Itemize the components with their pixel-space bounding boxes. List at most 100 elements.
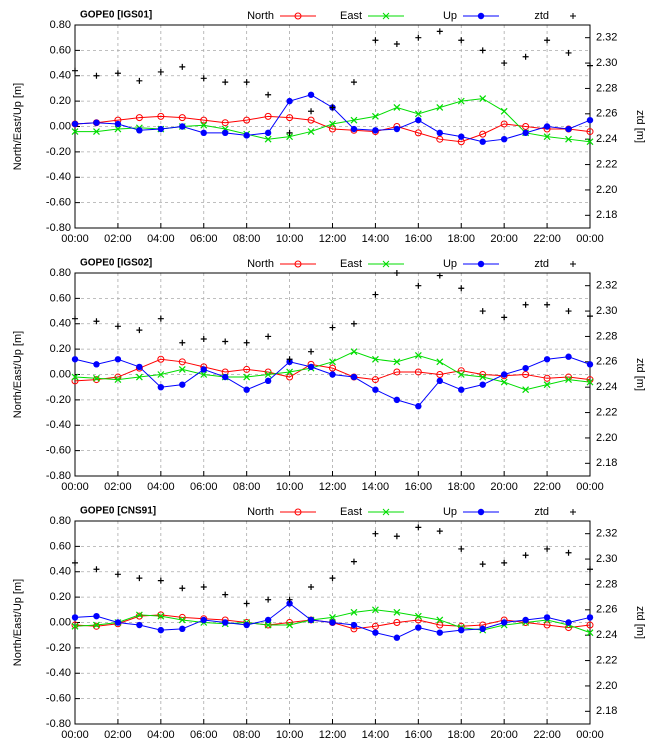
marker (565, 353, 572, 360)
legend-label: Up (443, 258, 457, 270)
marker (136, 127, 143, 134)
marker (93, 621, 100, 629)
x-tick-label: 14:00 (362, 729, 390, 738)
marker (157, 68, 164, 75)
marker (350, 125, 358, 133)
marker (308, 583, 315, 590)
y-tick-label: -0.80 (46, 470, 71, 482)
marker (93, 318, 100, 325)
marker (458, 386, 465, 393)
marker (93, 128, 100, 135)
marker (136, 327, 143, 334)
legend-marker (477, 12, 485, 20)
marker (350, 116, 358, 124)
marker (393, 396, 401, 404)
series (71, 353, 594, 410)
y-tick-label: 0.80 (50, 19, 71, 31)
legend-marker (570, 509, 576, 515)
marker (307, 128, 315, 135)
marker (586, 128, 594, 136)
marker (587, 313, 593, 320)
legend-label: East (340, 258, 362, 270)
marker (329, 120, 336, 128)
marker (544, 545, 551, 552)
y-tick-label: -0.20 (46, 394, 71, 406)
marker (457, 371, 465, 378)
marker (522, 301, 529, 308)
marker (71, 356, 79, 363)
marker (479, 95, 487, 103)
marker (200, 121, 208, 129)
marker (265, 91, 272, 98)
legend-label: East (340, 10, 362, 22)
marker (500, 107, 508, 115)
marker (393, 41, 400, 48)
marker (543, 614, 551, 621)
marker (243, 373, 251, 381)
x-tick-label: 00:00 (576, 233, 604, 245)
y-tick-label: 0.80 (50, 515, 71, 527)
y2-tick-label: 2.18 (596, 209, 617, 221)
marker (114, 125, 122, 133)
marker (436, 629, 443, 636)
x-tick-label: 12:00 (319, 481, 347, 493)
marker (92, 376, 100, 384)
marker (308, 348, 315, 355)
marker (243, 621, 250, 629)
marker (350, 558, 357, 565)
legend-marker (382, 12, 390, 20)
legend-marker (570, 261, 576, 267)
marker (393, 104, 401, 111)
y-tick-label: 0.40 (50, 566, 71, 578)
marker (522, 123, 530, 130)
marker (543, 621, 551, 629)
marker (372, 530, 379, 537)
marker (479, 381, 486, 388)
y2-axis-label: ztd [m] (634, 358, 646, 391)
y-tick-label: 0.40 (50, 70, 71, 82)
series (71, 348, 594, 394)
chart-title: GOPE0 [CNS91] (80, 506, 156, 517)
y2-tick-label: 2.32 (596, 32, 617, 44)
y2-tick-label: 2.22 (596, 158, 617, 170)
marker (543, 356, 551, 363)
marker (436, 621, 444, 629)
marker (565, 49, 572, 56)
marker (543, 133, 551, 141)
marker (586, 378, 594, 386)
marker (243, 386, 250, 393)
y-tick-label: 0.20 (50, 343, 71, 355)
marker (72, 67, 78, 74)
chart-title: GOPE0 [IGS02] (80, 258, 152, 269)
marker (286, 373, 294, 381)
marker (264, 112, 272, 120)
marker (393, 619, 401, 626)
marker (157, 315, 164, 322)
marker (243, 339, 250, 346)
marker (222, 338, 229, 345)
marker (179, 625, 186, 633)
series (72, 524, 593, 607)
marker (436, 135, 444, 143)
legend-marker (570, 13, 576, 19)
marker (501, 314, 508, 321)
y2-tick-label: 2.28 (596, 82, 617, 94)
marker (372, 291, 379, 298)
marker (157, 612, 165, 620)
y2-tick-label: 2.30 (596, 305, 617, 317)
marker (414, 368, 422, 376)
marker (350, 320, 357, 327)
marker (307, 363, 315, 371)
marker (415, 403, 422, 410)
marker (114, 571, 121, 578)
y-tick-label: -0.20 (46, 146, 71, 158)
marker (372, 386, 379, 393)
marker (157, 626, 165, 634)
legend-marker (294, 12, 302, 20)
panel: 00:00 02:00 04:00 06:00 08:00 10:00 12:00 14:00… (12, 506, 646, 738)
marker (565, 619, 572, 626)
marker (415, 624, 422, 631)
x-tick-label: 06:00 (190, 729, 218, 738)
legend-label: ztd (534, 258, 549, 270)
x-tick-label: 14:00 (362, 233, 390, 245)
